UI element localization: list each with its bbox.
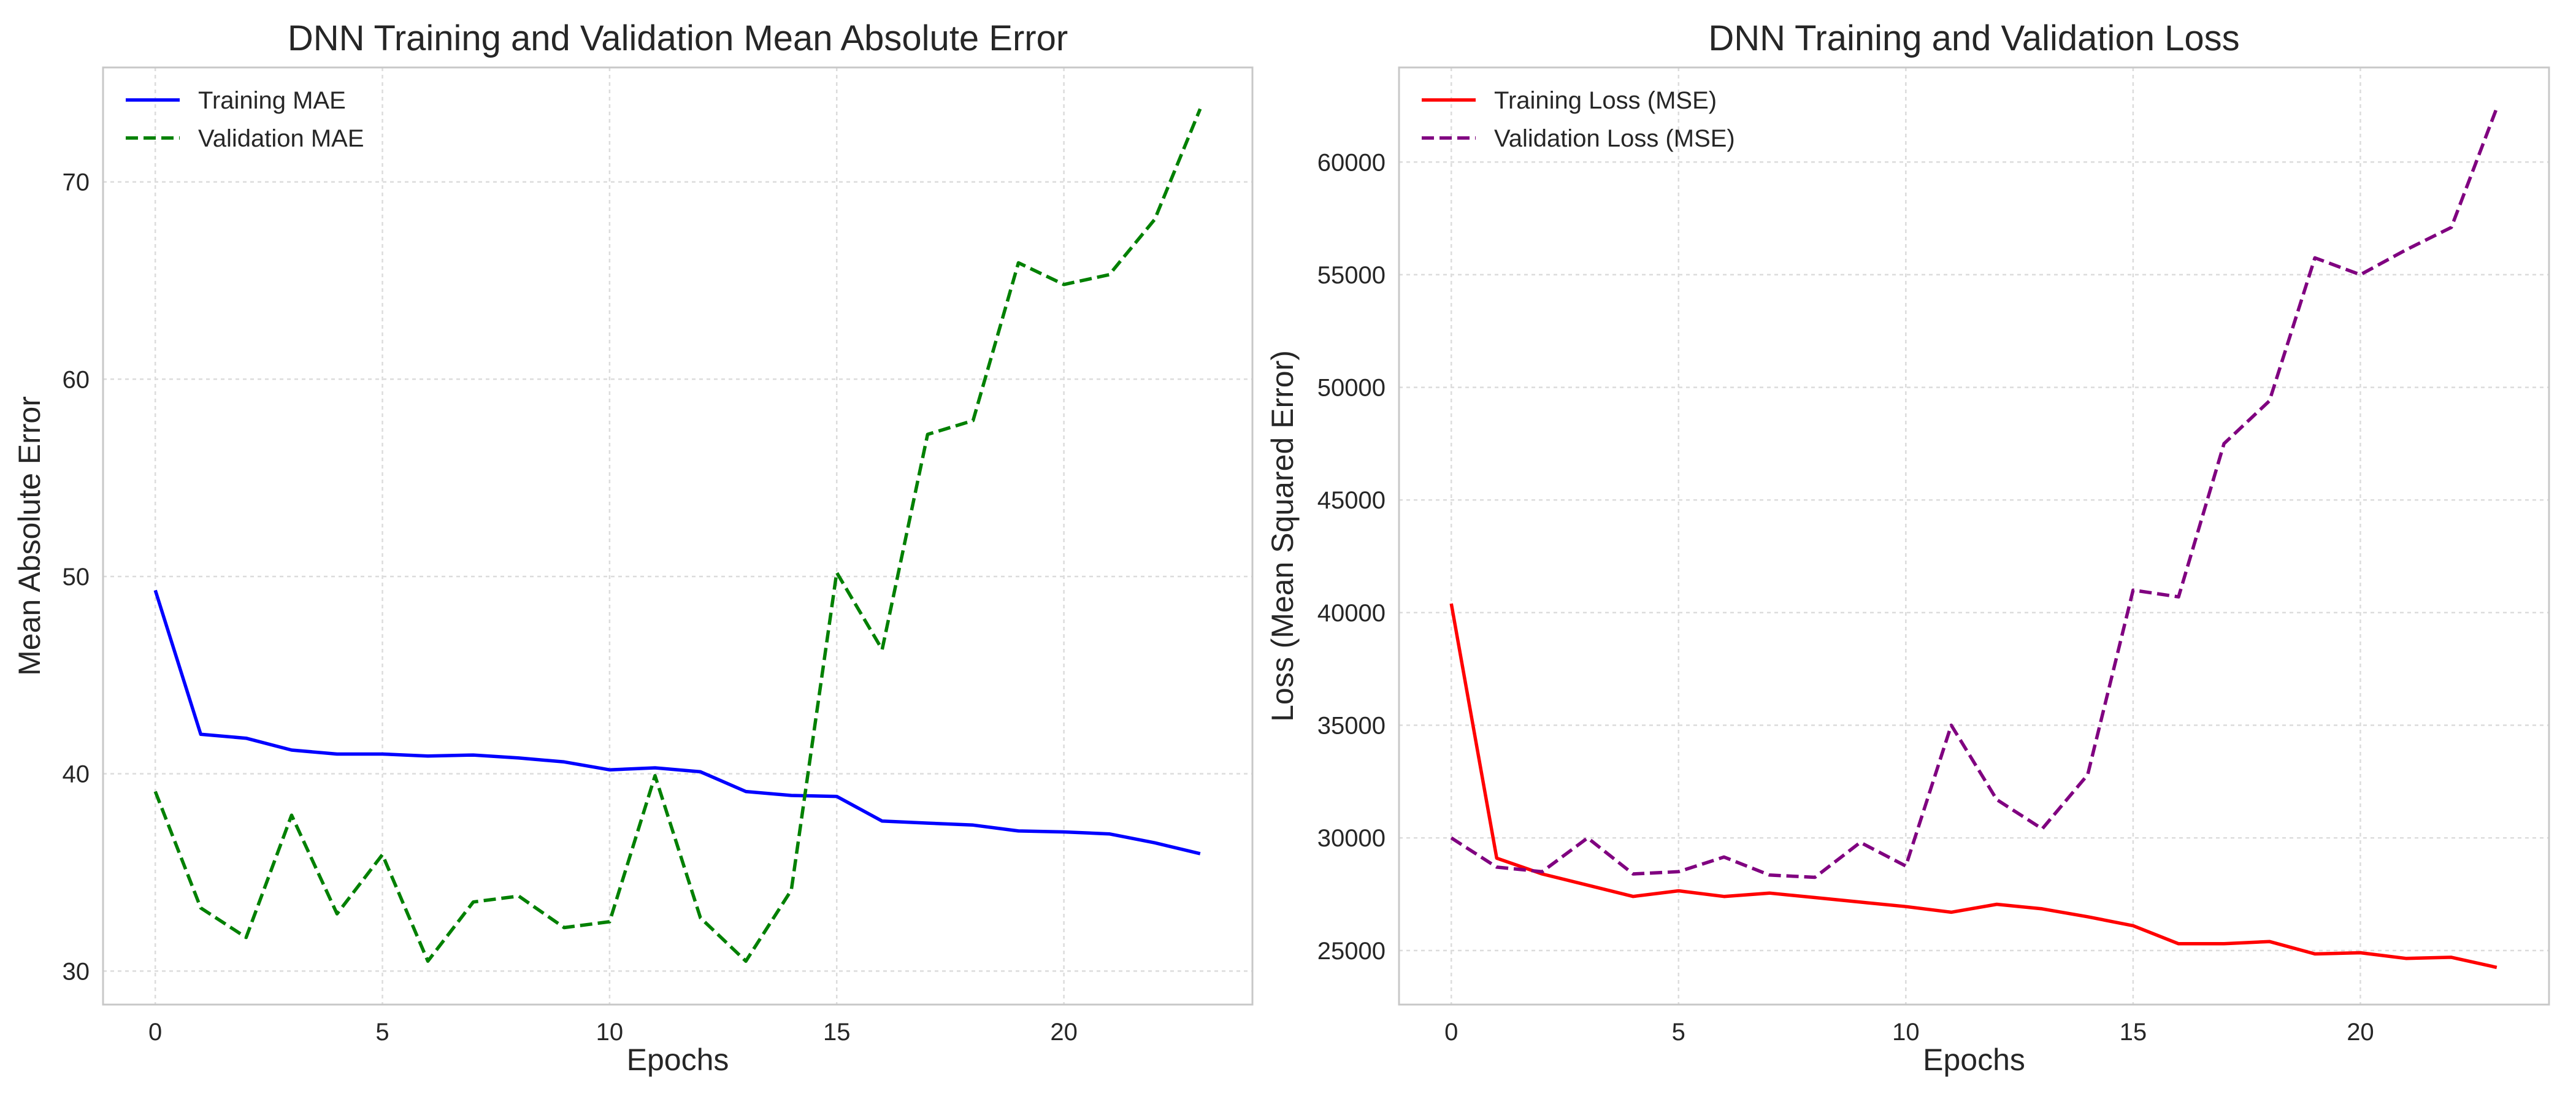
grid bbox=[103, 67, 1252, 1005]
y-tick-label: 50 bbox=[63, 564, 90, 591]
x-tick-label: 10 bbox=[1892, 1019, 1920, 1046]
series-line-validation-loss-mse bbox=[1450, 107, 2499, 879]
x-tick-label: 5 bbox=[1672, 1019, 1685, 1046]
y-tick-label: 40000 bbox=[1317, 600, 1386, 627]
legend-label: Training Loss (MSE) bbox=[1494, 87, 1717, 114]
plot-frame bbox=[102, 66, 1254, 1006]
y-axis-label: Mean Absolute Error bbox=[12, 396, 47, 676]
x-tick-label: 15 bbox=[2120, 1019, 2147, 1046]
y-tick-label: 55000 bbox=[1317, 262, 1386, 289]
y-tick-label: 30000 bbox=[1317, 825, 1386, 852]
chart-title: DNN Training and Validation Mean Absolut… bbox=[288, 18, 1068, 58]
y-tick-label: 60000 bbox=[1317, 149, 1386, 176]
x-axis-label: Epochs bbox=[627, 1043, 729, 1077]
legend-label: Training MAE bbox=[198, 87, 346, 114]
y-tick-label: 40 bbox=[63, 761, 90, 788]
x-axis-label: Epochs bbox=[1923, 1043, 2025, 1077]
legend: Training MAE Validation MAE bbox=[126, 87, 364, 152]
y-tick-label: 50000 bbox=[1317, 375, 1386, 402]
plot-frame bbox=[1398, 66, 2550, 1006]
grid bbox=[1399, 67, 2549, 1005]
y-tick-label: 45000 bbox=[1317, 487, 1386, 514]
y-tick-label: 30 bbox=[63, 958, 90, 985]
y-tick-label: 25000 bbox=[1317, 938, 1386, 965]
series-line-training-mae bbox=[153, 589, 1201, 856]
x-tick-label: 20 bbox=[1050, 1019, 1078, 1046]
x-tick-label: 20 bbox=[2347, 1019, 2374, 1046]
legend-label: Validation MAE bbox=[198, 125, 364, 152]
x-tick-label: 0 bbox=[1444, 1019, 1458, 1046]
y-tick-label: 35000 bbox=[1317, 713, 1386, 740]
legend: Training Loss (MSE) Validation Loss (MSE) bbox=[1422, 87, 1735, 152]
series-line-training-loss-mse bbox=[1449, 603, 2497, 970]
chart-title: DNN Training and Validation Loss bbox=[1708, 18, 2239, 58]
x-tick-label: 0 bbox=[148, 1019, 162, 1046]
y-tick-label: 70 bbox=[63, 169, 90, 196]
legend-label: Validation Loss (MSE) bbox=[1494, 125, 1735, 152]
loss-chart-panel: 0 5 10 15 20 25000 30000 35000 40000 45000 50000 55… bbox=[1265, 18, 2550, 1077]
mae-chart-panel: 0 5 10 15 20 30 40 50 60 70 DNN Training and Valid… bbox=[12, 18, 1254, 1077]
y-axis-label: Loss (Mean Squared Error) bbox=[1265, 350, 1300, 722]
x-tick-label: 15 bbox=[823, 1019, 851, 1046]
y-tick-label: 60 bbox=[63, 366, 90, 393]
x-tick-label: 5 bbox=[375, 1019, 389, 1046]
series-line-validation-mae bbox=[153, 108, 1202, 963]
x-tick-label: 10 bbox=[596, 1019, 624, 1046]
